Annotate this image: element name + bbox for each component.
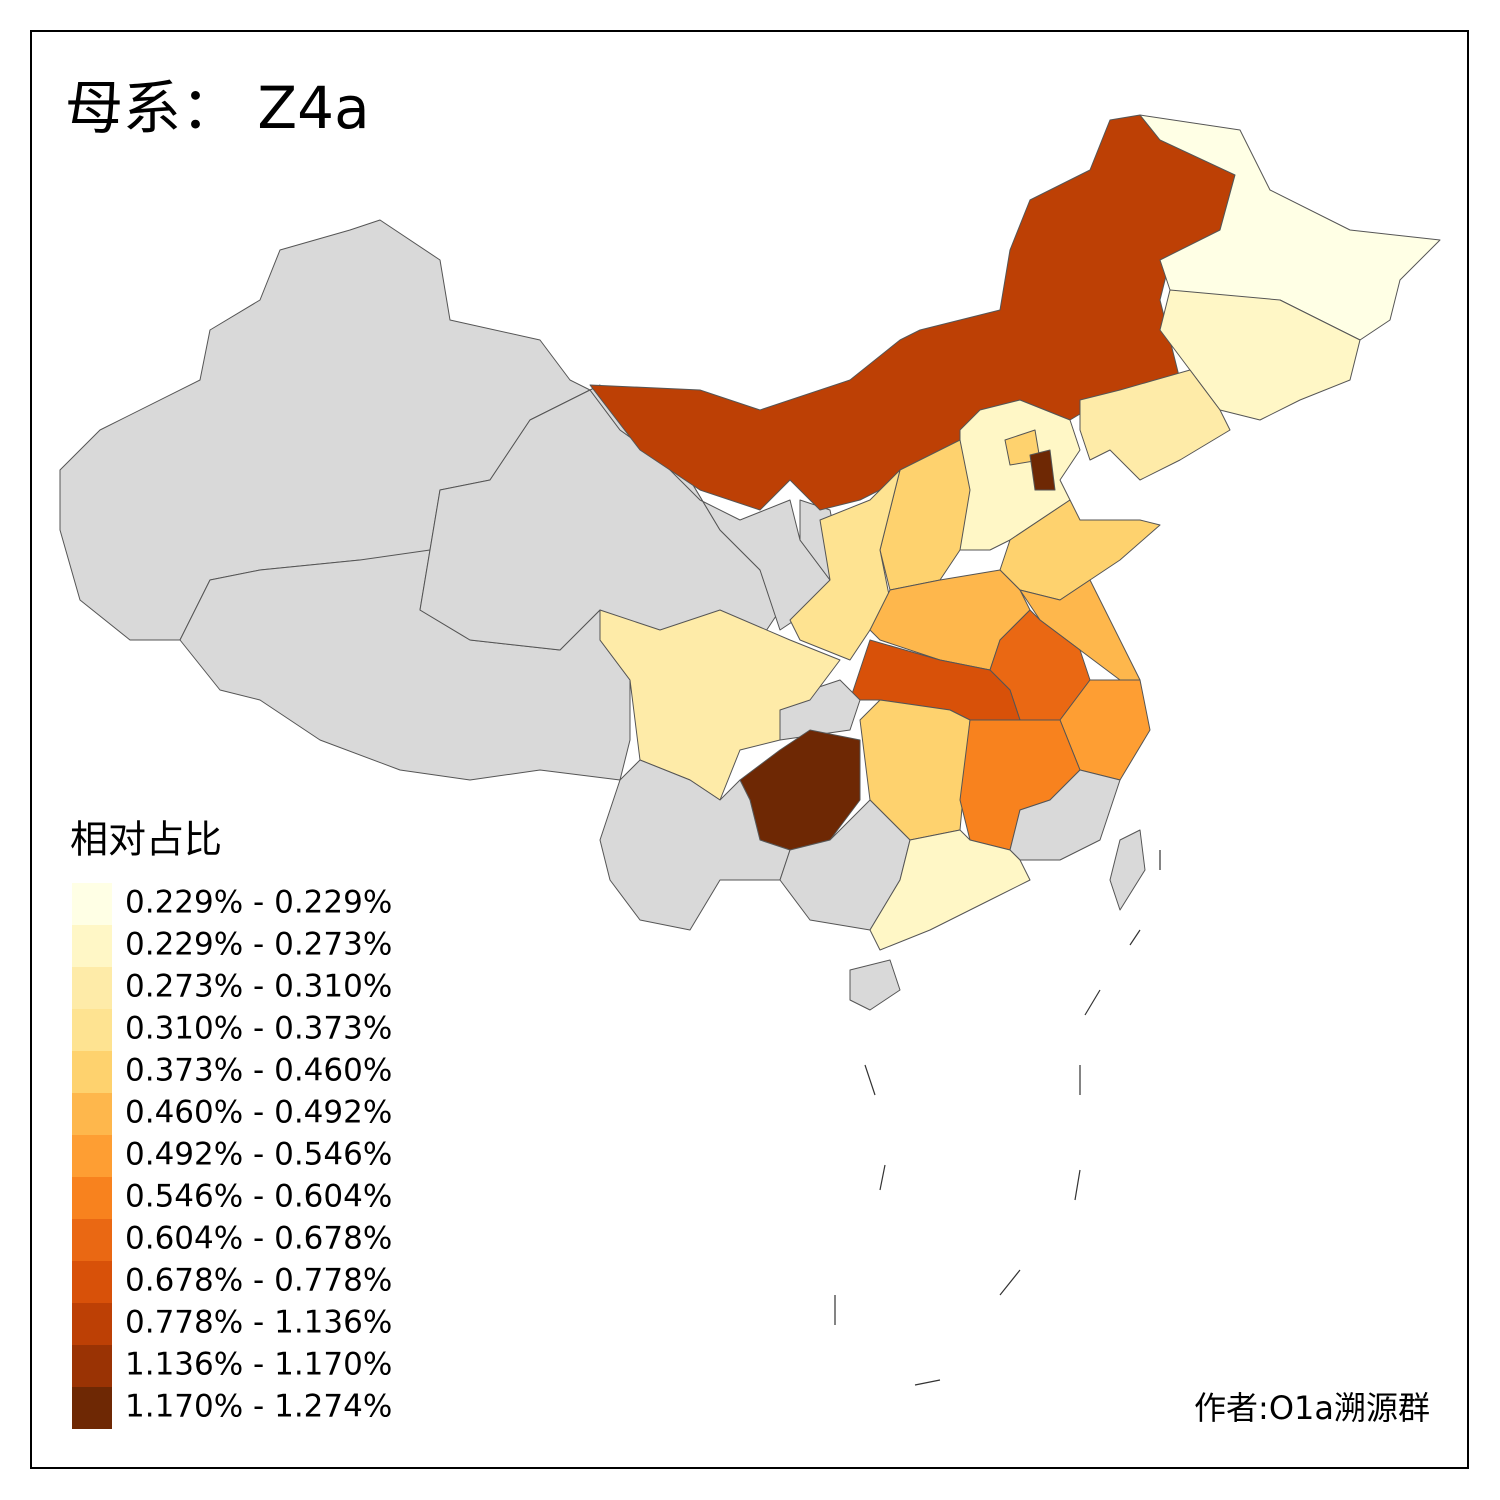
- provinces: [59, 114, 1441, 1011]
- province: [1009, 769, 1121, 861]
- legend-swatch: [72, 1009, 112, 1051]
- province: [1029, 449, 1056, 491]
- legend-label: 0.229% - 0.229%: [125, 885, 392, 921]
- legend-swatch: [72, 1303, 112, 1345]
- legend-swatch: [72, 883, 112, 925]
- legend-title: 相对占比: [70, 818, 222, 862]
- legend: 0.229% - 0.229% 0.229% - 0.273% 0.273% - 0…: [72, 883, 392, 1429]
- legend-label: 0.310% - 0.373%: [125, 1011, 392, 1047]
- author-credit: 作者:O1a溯源群: [1194, 1389, 1430, 1427]
- legend-label: 0.678% - 0.778%: [125, 1263, 392, 1299]
- map-title: 母系： Z4a: [65, 74, 370, 142]
- legend-label: 0.373% - 0.460%: [125, 1053, 392, 1089]
- legend-swatch: [72, 925, 112, 967]
- legend-swatch: [72, 1387, 112, 1429]
- legend-swatch: [72, 1261, 112, 1303]
- province: [1079, 369, 1231, 481]
- legend-swatch: [72, 967, 112, 1009]
- province: [599, 609, 841, 801]
- legend-label: 0.492% - 0.546%: [125, 1137, 392, 1173]
- province: [869, 829, 1031, 951]
- province: [1159, 289, 1361, 421]
- legend-label: 0.273% - 0.310%: [125, 969, 392, 1005]
- sea-islands: [834, 850, 1161, 1386]
- province: [1109, 829, 1146, 911]
- legend-label: 1.136% - 1.170%: [125, 1347, 392, 1383]
- legend-swatch: [72, 1093, 112, 1135]
- legend-swatch: [72, 1177, 112, 1219]
- legend-swatch: [72, 1345, 112, 1387]
- province: [849, 959, 901, 1011]
- legend-label: 0.229% - 0.273%: [125, 927, 392, 963]
- legend-swatch: [72, 1051, 112, 1093]
- legend-label: 0.546% - 0.604%: [125, 1179, 392, 1215]
- legend-swatch: [72, 1135, 112, 1177]
- legend-label: 1.170% - 1.274%: [125, 1389, 392, 1425]
- legend-label: 0.778% - 1.136%: [125, 1305, 392, 1341]
- legend-swatch: [72, 1219, 112, 1261]
- legend-label: 0.604% - 0.678%: [125, 1221, 392, 1257]
- province: [789, 469, 901, 661]
- legend-label: 0.460% - 0.492%: [125, 1095, 392, 1131]
